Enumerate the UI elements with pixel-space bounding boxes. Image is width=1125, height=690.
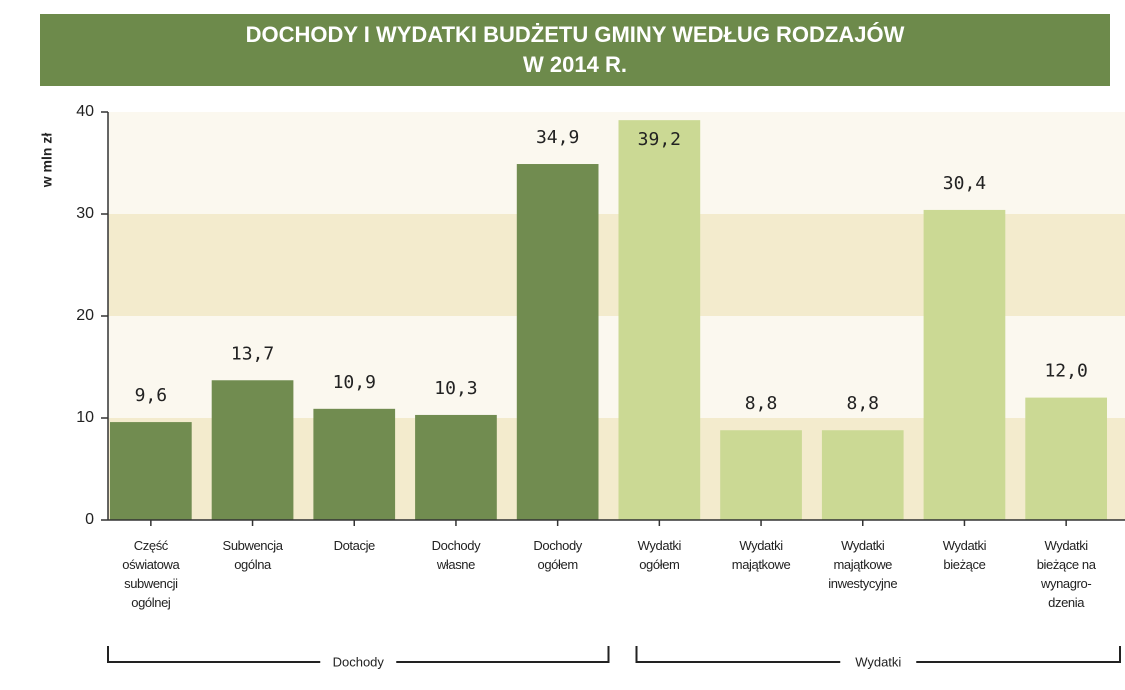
bar [720, 430, 802, 520]
value-label: 39,2 [638, 129, 681, 150]
chart-title: DOCHODY I WYDATKI BUDŻETU GMINY WEDŁUG R… [246, 22, 905, 47]
y-tick-label: 30 [76, 205, 94, 222]
x-tick-label: Wydatki ogółem [637, 538, 682, 572]
y-axis-label: w mln zł [39, 133, 55, 189]
x-tick-label: Wydatki majątkowe [731, 538, 791, 572]
y-tick-label: 0 [85, 511, 94, 528]
value-label: 30,4 [943, 173, 986, 194]
y-tick-label: 10 [76, 409, 94, 426]
x-tick-label: Subwencja ogólna [222, 538, 283, 572]
bar [821, 430, 904, 520]
title-banner [40, 14, 1110, 86]
bracket-line [635, 646, 1121, 663]
x-tick-label: Dotacje [333, 538, 376, 553]
value-label: 34,9 [536, 127, 579, 148]
value-label: 10,3 [434, 378, 477, 399]
bar [110, 422, 192, 520]
bar [516, 164, 599, 520]
value-label: 9,6 [135, 385, 168, 406]
group-bracket: Wydatki [635, 646, 1121, 669]
x-tick-label: Wydatki majątkowe inwestycyjne [828, 538, 898, 591]
bar [1025, 397, 1107, 520]
x-tick-label: Dochody ogółem [533, 538, 582, 572]
bar [618, 120, 701, 520]
bar [923, 209, 1006, 521]
x-tick-label: Część oświatowa subwencji ogólnej [122, 538, 180, 610]
chart-title: W 2014 R. [523, 52, 627, 77]
x-tick-label: Dochody własne [431, 538, 481, 572]
bracket-line [107, 646, 610, 663]
bar [415, 414, 497, 520]
group-label: Wydatki [855, 654, 901, 669]
value-label: 12,0 [1044, 361, 1087, 382]
bar [313, 408, 396, 520]
background-band [108, 112, 1125, 214]
value-label: 8,8 [745, 393, 778, 414]
y-tick-label: 20 [76, 307, 94, 324]
bar [211, 380, 294, 520]
value-label: 10,9 [333, 372, 376, 393]
value-label: 8,8 [846, 393, 879, 414]
x-tick-label: Wydatki bieżące [942, 538, 987, 572]
value-label: 13,7 [231, 343, 274, 364]
y-tick-label: 40 [76, 103, 94, 120]
group-bracket: Dochody [107, 646, 610, 669]
group-label: Dochody [333, 654, 385, 669]
x-tick-label: Wydatki bieżące na wynagro- dzenia [1036, 538, 1096, 610]
